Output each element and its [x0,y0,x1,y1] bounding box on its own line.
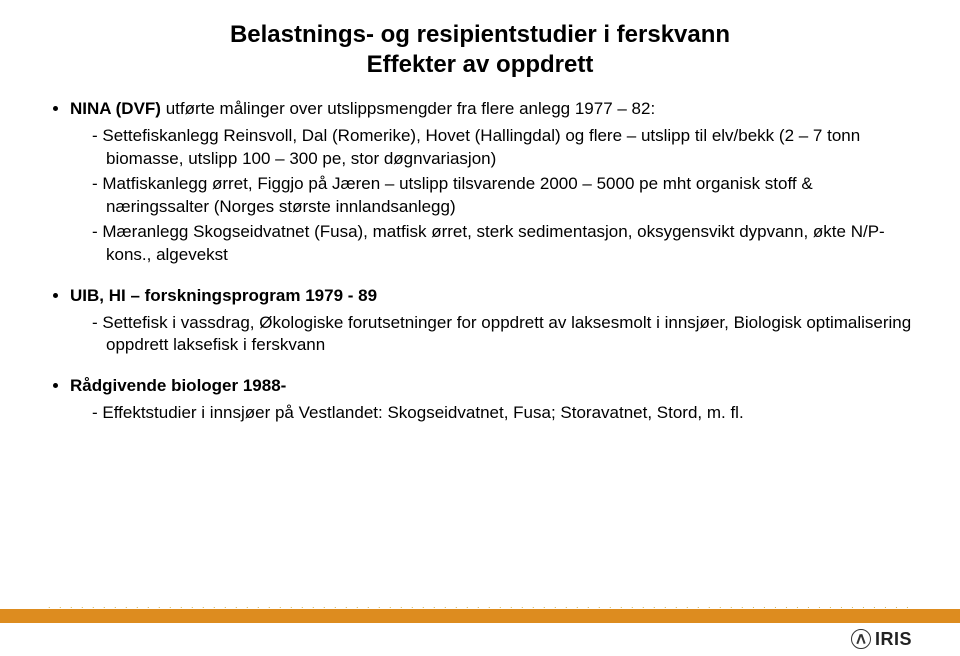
title-line-1: Belastnings- og resipientstudier i fersk… [230,21,730,48]
footer-band: . . . . . . . . . . . . . . . . . . . . … [0,602,960,626]
sub-item: Settefiskanlegg Reinsvoll, Dal (Romerike… [92,125,912,171]
sub-item-text: Settefisk i vassdrag, Økologiske forutse… [102,313,911,355]
bullet-lead: UIB, HI – forskningsprogram 1979 - 89 [70,286,377,305]
bullet-list: NINA (DVF) utførte målinger over utslipp… [48,98,912,425]
bullet-lead: Rådgivende biologer 1988- [70,376,286,395]
bullet-item: UIB, HI – forskningsprogram 1979 - 89 Se… [70,285,912,358]
sub-item: Matfiskanlegg ørret, Figgjo på Jæren – u… [92,173,912,219]
bullet-lead-bold: NINA (DVF) [70,99,161,118]
logo-text: IRIS [875,629,912,650]
bullet-item: Rådgivende biologer 1988- Effektstudier … [70,375,912,425]
bullet-item: NINA (DVF) utførte målinger over utslipp… [70,98,912,267]
slide-title: Belastnings- og resipientstudier i fersk… [48,20,912,80]
sub-item-text: Settefiskanlegg Reinsvoll, Dal (Romerike… [102,126,860,168]
sub-list: Effektstudier i innsjøer på Vestlandet: … [70,402,912,425]
sub-item-text: Matfiskanlegg ørret, Figgjo på Jæren – u… [102,174,812,216]
footer-bar [0,609,960,623]
bullet-lead-bold: Rådgivende biologer 1988- [70,376,286,395]
bullet-lead-bold: UIB, HI – forskningsprogram 1979 - 89 [70,286,377,305]
logo: IRIS [851,628,912,650]
sub-item: Effektstudier i innsjøer på Vestlandet: … [92,402,912,425]
sub-list: Settefisk i vassdrag, Økologiske forutse… [70,312,912,358]
sub-item-text: Effektstudier i innsjøer på Vestlandet: … [102,403,743,422]
bullet-lead: NINA (DVF) utførte målinger over utslipp… [70,99,655,118]
bullet-lead-rest: utførte målinger over utslippsmengder fr… [161,99,655,118]
slide: Belastnings- og resipientstudier i fersk… [0,0,960,656]
sub-item: Settefisk i vassdrag, Økologiske forutse… [92,312,912,358]
sub-list: Settefiskanlegg Reinsvoll, Dal (Romerike… [70,125,912,267]
footer-dots: . . . . . . . . . . . . . . . . . . . . … [48,602,912,608]
sub-item-text: Mæranlegg Skogseidvatnet (Fusa), matfisk… [102,222,884,264]
sub-item: Mæranlegg Skogseidvatnet (Fusa), matfisk… [92,221,912,267]
title-line-2: Effekter av oppdrett [367,51,594,78]
logo-icon [851,629,871,649]
